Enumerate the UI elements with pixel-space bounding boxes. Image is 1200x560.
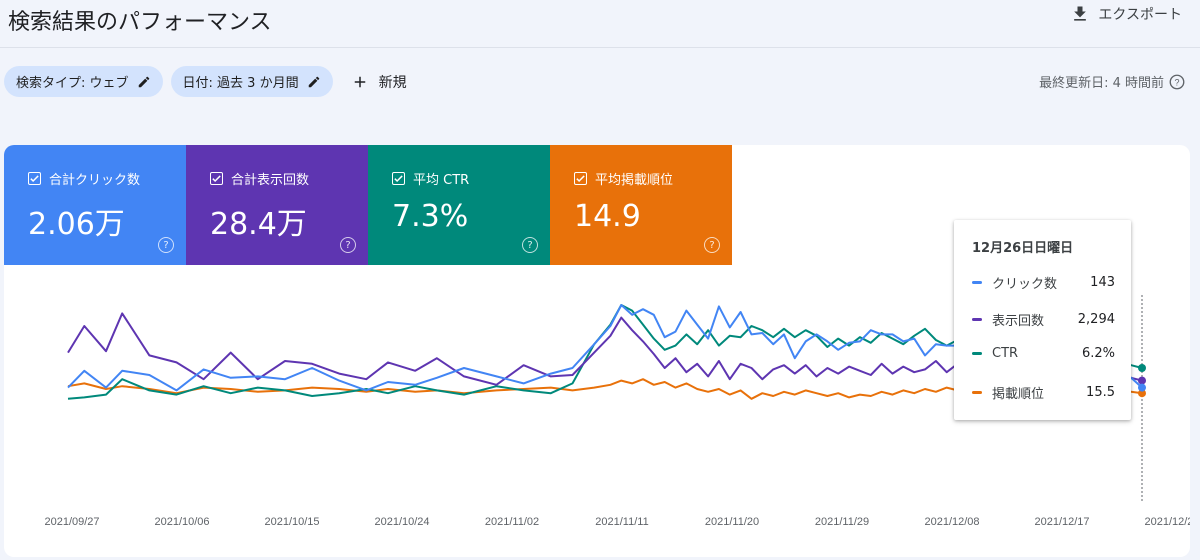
hover-dot xyxy=(1138,389,1146,398)
svg-text:?: ? xyxy=(1174,77,1179,87)
hover-dot xyxy=(1138,376,1146,385)
filter-chip-search-type[interactable]: 検索タイプ: ウェブ xyxy=(4,66,163,97)
tooltip-row-label: 表示回数 xyxy=(992,314,1045,329)
filter-bar: 検索タイプ: ウェブ 日付: 過去 3 か月間 新規 xyxy=(4,66,407,97)
metric-card-position[interactable]: 平均掲載順位 14.9 ? xyxy=(550,145,732,265)
tooltip-row-value: 6.2% xyxy=(1081,346,1115,361)
add-filter-button[interactable]: 新規 xyxy=(351,72,407,92)
performance-card: 合計クリック数 2.06万 ? 合計表示回数 28.4万 ? 平均 CTR 7.… xyxy=(4,145,1190,557)
plus-icon xyxy=(354,76,365,87)
metric-value: 28.4万 xyxy=(210,207,307,242)
performance-chart[interactable]: 2021/09/27 2021/10/06 2021/10/15 2021/10/24… xyxy=(4,145,1190,557)
metric-value: 14.9 xyxy=(574,199,641,234)
x-tick-label: 2021/09/27 xyxy=(44,516,99,528)
series-swatch xyxy=(972,281,982,284)
filter-chip-label: 日付: 過去 3 か月間 xyxy=(182,76,299,91)
last-updated-text: 最終更新日: 4 時間前 xyxy=(1039,76,1164,91)
metric-label: 平均掲載順位 xyxy=(595,173,674,188)
metric-label: 平均 CTR xyxy=(413,173,470,188)
tooltip-row-value: 143 xyxy=(1090,275,1115,290)
pencil-icon xyxy=(308,76,319,87)
x-tick-label: 2021/11/02 xyxy=(485,516,539,528)
tooltip-row-label: CTR xyxy=(992,346,1019,361)
last-updated: 最終更新日: 4 時間前 ? xyxy=(1039,72,1186,91)
filter-chip-label: 検索タイプ: ウェブ xyxy=(16,76,129,91)
tooltip-row-clicks: クリック数 143 xyxy=(972,273,1115,292)
metric-label: 合計表示回数 xyxy=(231,173,310,188)
metric-card-clicks[interactable]: 合計クリック数 2.06万 ? xyxy=(4,145,186,265)
x-tick-label: 2021/12/08 xyxy=(924,516,979,528)
checkbox-checked-icon[interactable] xyxy=(574,172,587,185)
series-swatch xyxy=(972,391,982,394)
pencil-icon xyxy=(138,76,149,87)
export-button[interactable]: エクスポート xyxy=(1070,4,1182,24)
x-tick-label: 2021/11/29 xyxy=(815,516,869,528)
hover-dot xyxy=(1138,364,1146,372)
tooltip-row-ctr: CTR 6.2% xyxy=(972,346,1115,361)
metric-value: 7.3% xyxy=(392,199,469,234)
filter-chip-date[interactable]: 日付: 過去 3 か月間 xyxy=(170,66,333,97)
chart-tooltip: 12月26日日曜日 クリック数 143 表示回数 2,294 CTR 6.2% … xyxy=(954,220,1131,420)
page-title: 検索結果のパフォーマンス xyxy=(8,10,272,35)
tooltip-row-position: 掲載順位 15.5 xyxy=(972,383,1115,402)
x-tick-label: 2021/12/17 xyxy=(1034,516,1089,528)
metric-card-ctr[interactable]: 平均 CTR 7.3% ? xyxy=(368,145,550,265)
help-icon[interactable]: ? xyxy=(522,237,538,253)
checkbox-checked-icon[interactable] xyxy=(392,172,405,185)
help-icon[interactable]: ? xyxy=(340,237,356,253)
header-divider xyxy=(0,47,1200,48)
x-tick-label: 2021/11/11 xyxy=(595,516,648,528)
x-tick-label: 2021/10/06 xyxy=(154,516,209,528)
series-swatch xyxy=(972,352,982,355)
checkbox-checked-icon[interactable] xyxy=(210,172,223,185)
tooltip-row-label: 掲載順位 xyxy=(992,387,1045,402)
x-tick-label: 2021/12/26 xyxy=(1144,516,1190,528)
series-swatch xyxy=(972,318,982,321)
help-icon[interactable]: ? xyxy=(1168,73,1186,91)
help-icon[interactable]: ? xyxy=(158,237,174,253)
help-icon[interactable]: ? xyxy=(704,237,720,253)
hover-dot xyxy=(1138,383,1146,392)
tooltip-row-value: 15.5 xyxy=(1086,385,1115,400)
metric-card-impressions[interactable]: 合計表示回数 28.4万 ? xyxy=(186,145,368,265)
x-tick-label: 2021/10/15 xyxy=(264,516,319,528)
download-icon xyxy=(1074,6,1087,21)
checkbox-checked-icon[interactable] xyxy=(28,172,41,185)
add-filter-label: 新規 xyxy=(378,74,407,91)
metric-label: 合計クリック数 xyxy=(49,173,141,188)
x-tick-label: 2021/11/20 xyxy=(705,516,759,528)
x-tick-label: 2021/10/24 xyxy=(374,516,429,528)
tooltip-date: 12月26日日曜日 xyxy=(972,241,1074,256)
export-label: エクスポート xyxy=(1098,7,1182,23)
tooltip-row-label: クリック数 xyxy=(992,277,1058,292)
tooltip-row-value: 2,294 xyxy=(1077,312,1115,327)
metric-value: 2.06万 xyxy=(28,207,125,242)
tooltip-row-impressions: 表示回数 2,294 xyxy=(972,310,1115,329)
